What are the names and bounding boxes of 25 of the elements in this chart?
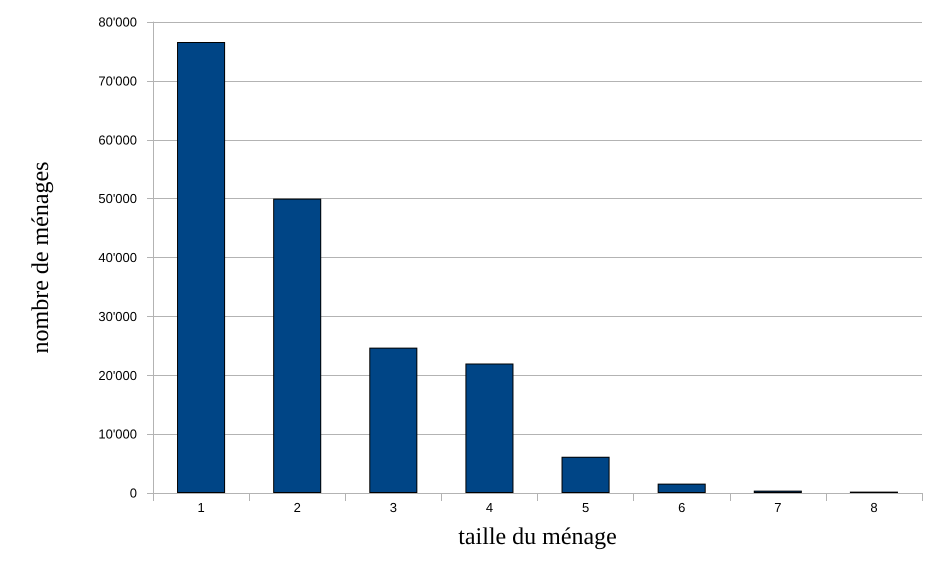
bar (658, 484, 706, 493)
bar (562, 456, 610, 493)
x-tick-label: 8 (870, 500, 878, 515)
x-tick-label: 2 (294, 500, 301, 515)
x-tick-label: 1 (197, 500, 205, 515)
y-tick-label: 70'000 (98, 73, 137, 88)
y-tick-label: 60'000 (98, 132, 137, 148)
x-tick-label: 3 (390, 500, 397, 515)
x-tick-label: 6 (678, 500, 686, 515)
y-tick-label: 0 (130, 486, 137, 500)
bar (177, 42, 226, 493)
y-tick-label: 10'000 (98, 426, 137, 442)
x-tick-label: 4 (486, 500, 494, 515)
y-tick-label: 80'000 (98, 14, 137, 30)
x-tick-label: 7 (774, 500, 782, 515)
y-tick-label: 40'000 (98, 250, 137, 265)
y-tick-label: 30'000 (98, 308, 137, 324)
x-axis-title: taille du ménage (458, 524, 617, 550)
y-tick-label: 50'000 (98, 191, 137, 206)
y-axis-title: nombre de ménages (28, 162, 54, 354)
bar (465, 363, 514, 493)
bar (273, 198, 322, 493)
bar (369, 348, 418, 493)
y-tick-label: 20'000 (98, 368, 137, 383)
x-tick-label: 5 (582, 500, 590, 515)
